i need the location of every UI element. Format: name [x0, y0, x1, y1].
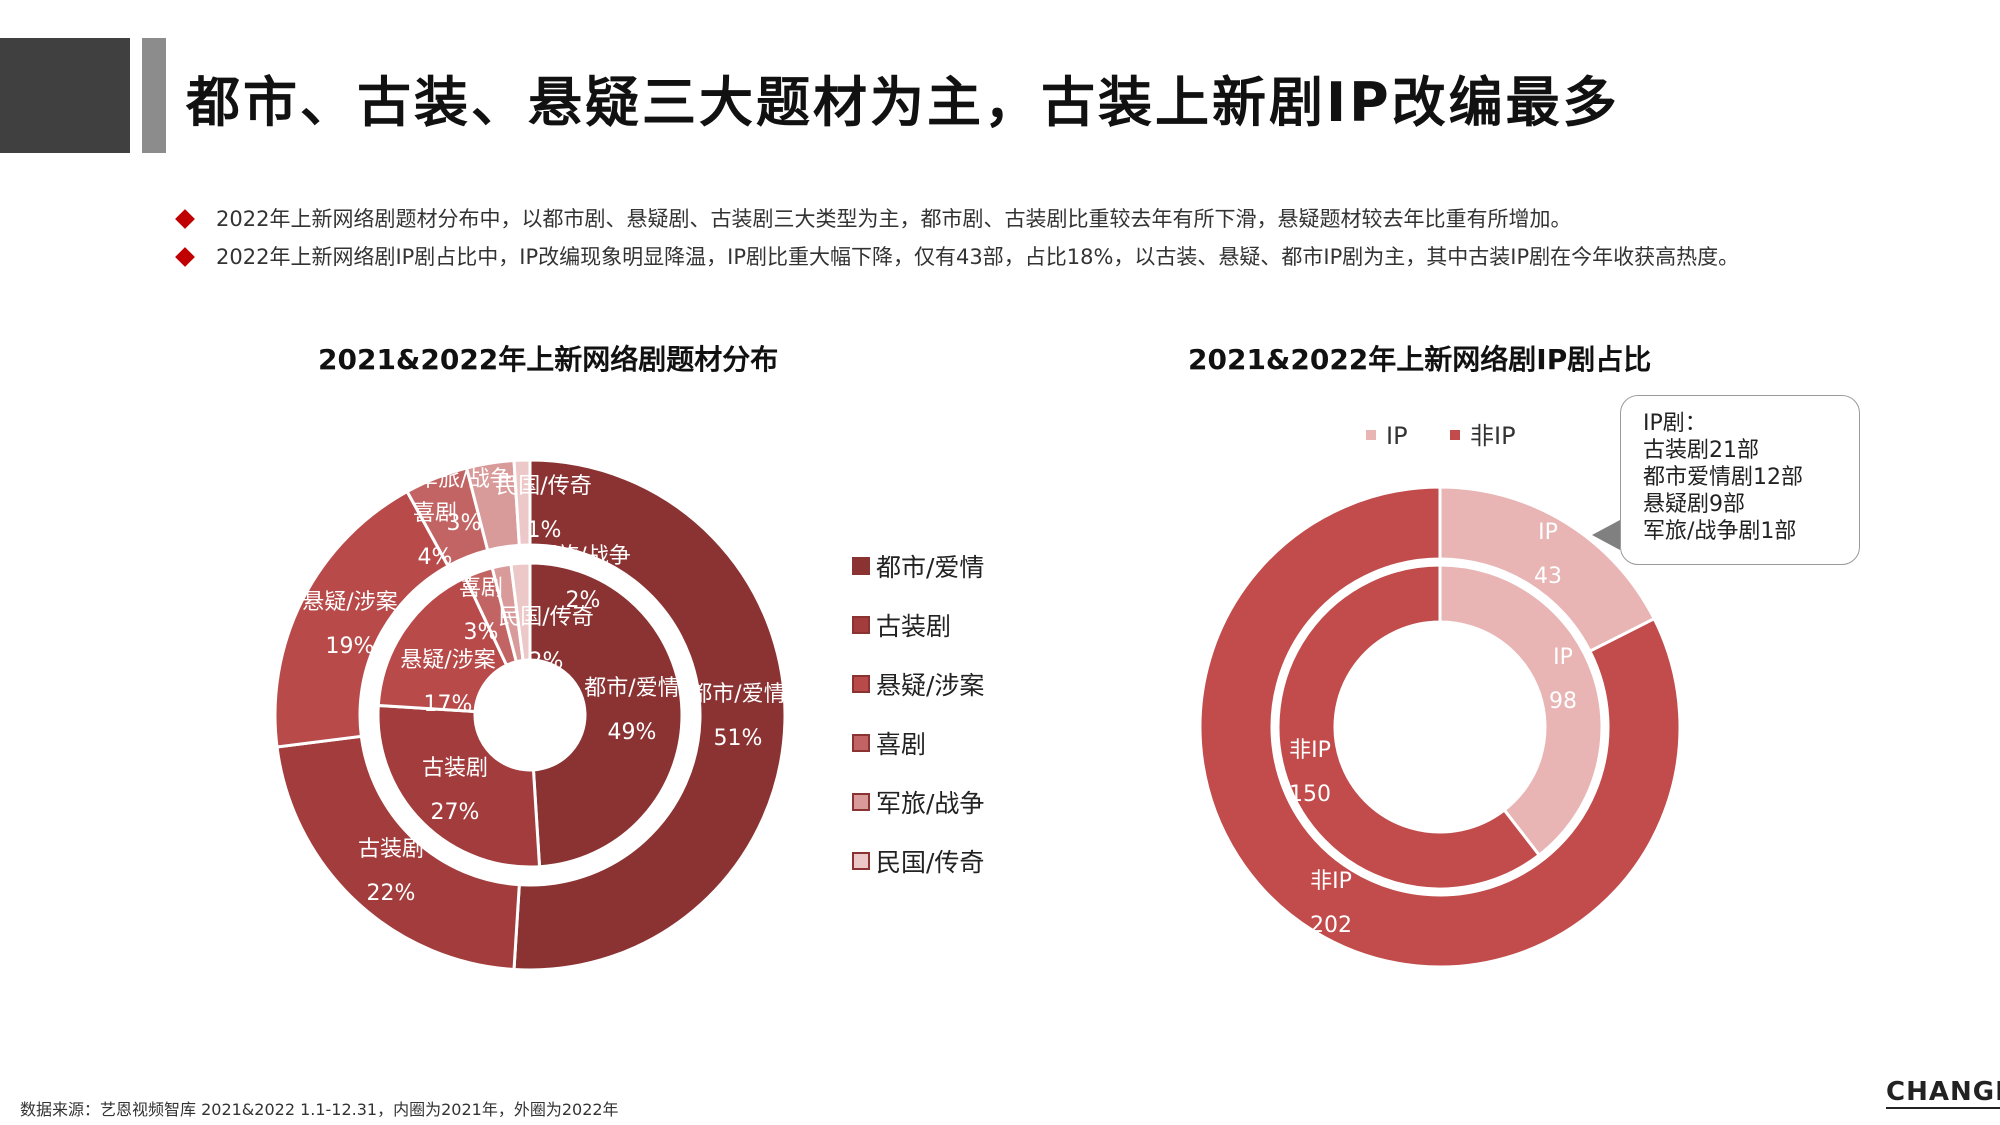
- bullet-text: 2022年上新网络剧题材分布中，以都市剧、悬疑剧、古装剧三大类型为主，都市剧、古…: [216, 207, 1572, 231]
- ip-chart-title: 2021&2022年上新网络剧IP剧占比: [1188, 343, 1652, 376]
- legend-swatch: [852, 852, 870, 870]
- outer-slice-label: 民国/传奇: [496, 474, 591, 499]
- inner-slice-value: 2%: [529, 649, 564, 674]
- outer-slice-label: 都市/爱情: [690, 682, 785, 707]
- bullet-item: 2022年上新网络剧IP剧占比中，IP改编现象明显降温，IP剧比重大幅下降，仅有…: [175, 242, 1740, 280]
- legend-label: 悬疑/涉案: [876, 671, 985, 700]
- legend-label: 喜剧: [876, 730, 927, 759]
- inner-slice-label: 悬疑/涉案: [400, 648, 495, 673]
- legend-swatch: [852, 616, 870, 634]
- inner-slice-label: 军旅/战争: [535, 544, 630, 569]
- outer-slice-value: 43: [1534, 564, 1562, 589]
- inner-ring-slice: [509, 561, 532, 663]
- inner-ring-slice: [376, 575, 509, 714]
- outer-slice-value: 202: [1310, 913, 1352, 938]
- outer-slice-value: 3%: [447, 511, 482, 536]
- inner-slice-value: 150: [1289, 782, 1331, 807]
- outer-ring-slice: [275, 734, 521, 972]
- legend-swatch: [1450, 430, 1460, 440]
- outer-slice-label: 古装剧: [358, 837, 424, 862]
- ip-tooltip-callout: IP剧： 古装剧21部 都市爱情剧12部 悬疑剧9部 军旅/战争剧1部: [1620, 395, 1860, 565]
- tooltip-line: 军旅/战争剧1部: [1643, 519, 1797, 544]
- inner-slice-value: 49%: [608, 720, 657, 745]
- inner-slice-label: 都市/爱情: [584, 676, 679, 701]
- inner-slice-label: IP: [1553, 645, 1573, 670]
- inner-slice-label: 喜剧: [459, 576, 503, 601]
- legend-swatch: [852, 734, 870, 752]
- legend-label: 古装剧: [876, 612, 952, 641]
- outer-slice-value: 4%: [418, 545, 453, 570]
- legend-item: 都市/爱情: [852, 548, 984, 584]
- inner-slice-label: 民国/传奇: [498, 605, 593, 630]
- tooltip-line: 都市爱情剧12部: [1643, 465, 1803, 490]
- legend-swatch: [1366, 430, 1376, 440]
- genre-chart-title: 2021&2022年上新网络剧题材分布: [318, 343, 779, 376]
- bullet-item: 2022年上新网络剧题材分布中，以都市剧、悬疑剧、古装剧三大类型为主，都市剧、古…: [175, 204, 1739, 242]
- legend-item: 喜剧: [852, 725, 926, 761]
- outer-slice-value: 19%: [326, 634, 375, 659]
- outer-slice-label: 军旅/战争: [416, 467, 511, 492]
- tooltip-line: 悬疑剧9部: [1643, 492, 1745, 517]
- outer-slice-label: 喜剧: [413, 501, 457, 526]
- outer-slice-label: 非IP: [1310, 869, 1352, 894]
- inner-ring-slice: [1276, 563, 1542, 891]
- inner-slice-value: 3%: [464, 620, 499, 645]
- bullet-text: 2022年上新网络剧IP剧占比中，IP改编现象明显降温，IP剧比重大幅下降，仅有…: [216, 245, 1740, 269]
- outer-slice-label: IP: [1538, 520, 1558, 545]
- legend-label: 非IP: [1470, 422, 1516, 450]
- outer-slice-value: 51%: [714, 726, 763, 751]
- header-accent-bar: [142, 38, 166, 153]
- inner-slice-label: 非IP: [1289, 738, 1331, 763]
- outer-slice-value: 1%: [527, 518, 562, 543]
- inner-ring-slice: [376, 703, 542, 869]
- bullet-list: 2022年上新网络剧题材分布中，以都市剧、悬疑剧、古装剧三大类型为主，都市剧、古…: [175, 204, 1740, 280]
- legend-label: 民国/传奇: [876, 848, 985, 877]
- inner-slice-value: 27%: [431, 800, 480, 825]
- legend-label: 军旅/战争: [876, 789, 985, 818]
- legend-item: 民国/传奇: [852, 843, 984, 879]
- tooltip-line: IP剧：: [1643, 411, 1707, 436]
- header-accent-block: [0, 38, 130, 153]
- inner-slice-value: 2%: [566, 588, 601, 613]
- legend-item: 悬疑/涉案: [852, 666, 984, 702]
- tooltip-line: 古装剧21部: [1643, 438, 1759, 463]
- inner-ring-slice: [528, 561, 684, 869]
- legend-swatch: [852, 557, 870, 575]
- legend-swatch: [852, 793, 870, 811]
- outer-ring-slice: [512, 458, 787, 972]
- page-title: 都市、古装、悬疑三大题材为主，古装上新剧IP改编最多: [186, 71, 1620, 134]
- brand-logo: CHANGEMO: [1886, 1077, 2000, 1109]
- inner-slice-value: 17%: [424, 692, 473, 717]
- data-source-note: 数据来源：艺恩视频智库 2021&2022 1.1-12.31，内圈为2021年…: [20, 1100, 619, 1119]
- outer-slice-value: 22%: [367, 881, 416, 906]
- outer-ring-slice: [1198, 485, 1682, 969]
- legend-item: 军旅/战争: [852, 784, 984, 820]
- legend-swatch: [852, 675, 870, 693]
- tooltip-pointer-icon: [1592, 520, 1620, 550]
- inner-slice-label: 古装剧: [422, 756, 488, 781]
- legend-label: IP: [1386, 422, 1408, 450]
- outer-slice-label: 悬疑/涉案: [302, 590, 397, 615]
- outer-ring-slice: [512, 458, 532, 547]
- legend-label: 都市/爱情: [876, 553, 985, 582]
- legend-item: 古装剧: [852, 607, 951, 643]
- inner-slice-value: 98: [1549, 689, 1577, 714]
- inner-ring-slice: [1438, 563, 1604, 858]
